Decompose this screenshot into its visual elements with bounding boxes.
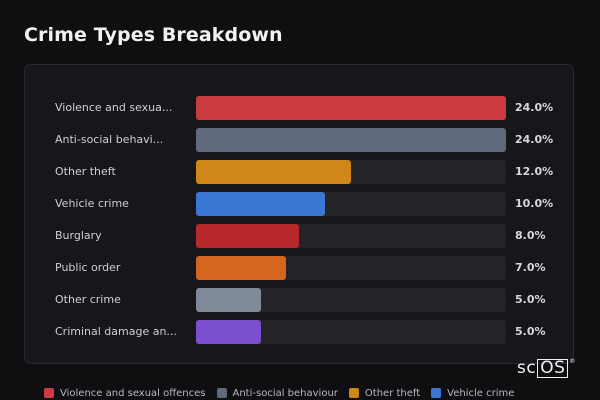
chart-legend: Violence and sexual offences Anti-social … [44,386,514,400]
bar-category-label: Criminal damage an... [55,325,177,338]
bar-value-label: 8.0% [515,229,546,242]
bar-row: Violence and sexua... 24.0% [25,95,573,121]
bar[interactable] [196,128,506,152]
bar[interactable] [196,96,506,120]
bar-category-label: Vehicle crime [55,197,129,210]
legend-swatch [431,388,442,398]
bar-track [196,96,506,120]
legend-swatch [216,388,227,398]
bar-row: Other crime 5.0% [25,287,573,313]
bar-track [196,224,506,248]
bar-value-label: 12.0% [515,165,554,178]
bar-track [196,320,506,344]
bar-track [196,160,506,184]
chart-card: Violence and sexua... 24.0% Anti-social be… [24,64,574,364]
bar[interactable] [196,320,261,344]
legend-label: Other theft [364,387,421,399]
bar[interactable] [196,160,351,184]
bar-track [196,288,506,312]
bar-value-label: 7.0% [515,261,546,274]
logo-text: sc [517,358,537,378]
bar-track [196,128,506,152]
chart-title: Crime Types Breakdown [24,24,283,46]
bar-category-label: Other theft [55,165,116,178]
bar-row: Vehicle crime 10.0% [25,191,573,217]
legend-item[interactable]: Other theft [348,387,421,399]
legend-item[interactable]: Violence and sexual offences [44,388,206,399]
bar[interactable] [196,192,325,216]
bar-category-label: Violence and sexua... [55,101,173,114]
legend-label: Anti-social behaviour [232,387,338,399]
legend-label: Violence and sexual offences [60,387,206,399]
legend-swatch [348,388,359,398]
brand-logo: sc OS ® [517,358,576,378]
bar-row: Anti-social behavi... 24.0% [25,127,573,153]
bar[interactable] [196,224,299,248]
legend-swatch [44,388,54,398]
bar-value-label: 5.0% [515,325,546,338]
bar-category-label: Public order [55,261,121,274]
bar-track [196,192,506,216]
logo-registered-mark: ® [569,358,576,365]
bar[interactable] [196,288,261,312]
bar-row: Criminal damage an... 5.0% [25,319,573,345]
bar-value-label: 10.0% [515,197,554,210]
bar[interactable] [196,256,286,280]
bar-row: Other theft 12.0% [25,159,573,185]
bar-category-label: Burglary [55,229,102,242]
bar-category-label: Anti-social behavi... [55,133,164,146]
legend-item[interactable]: Vehicle crime [431,388,514,399]
bar-category-label: Other crime [55,293,121,306]
bar-row: Burglary 8.0% [25,223,573,249]
bar-value-label: 5.0% [515,293,546,306]
bar-value-label: 24.0% [515,133,554,146]
legend-item[interactable]: Anti-social behaviour [216,387,338,399]
bar-track [196,256,506,280]
bar-row: Public order 7.0% [25,255,573,281]
logo-box-text: OS [537,358,569,378]
legend-label: Vehicle crime [447,387,515,399]
bar-value-label: 24.0% [515,101,554,114]
